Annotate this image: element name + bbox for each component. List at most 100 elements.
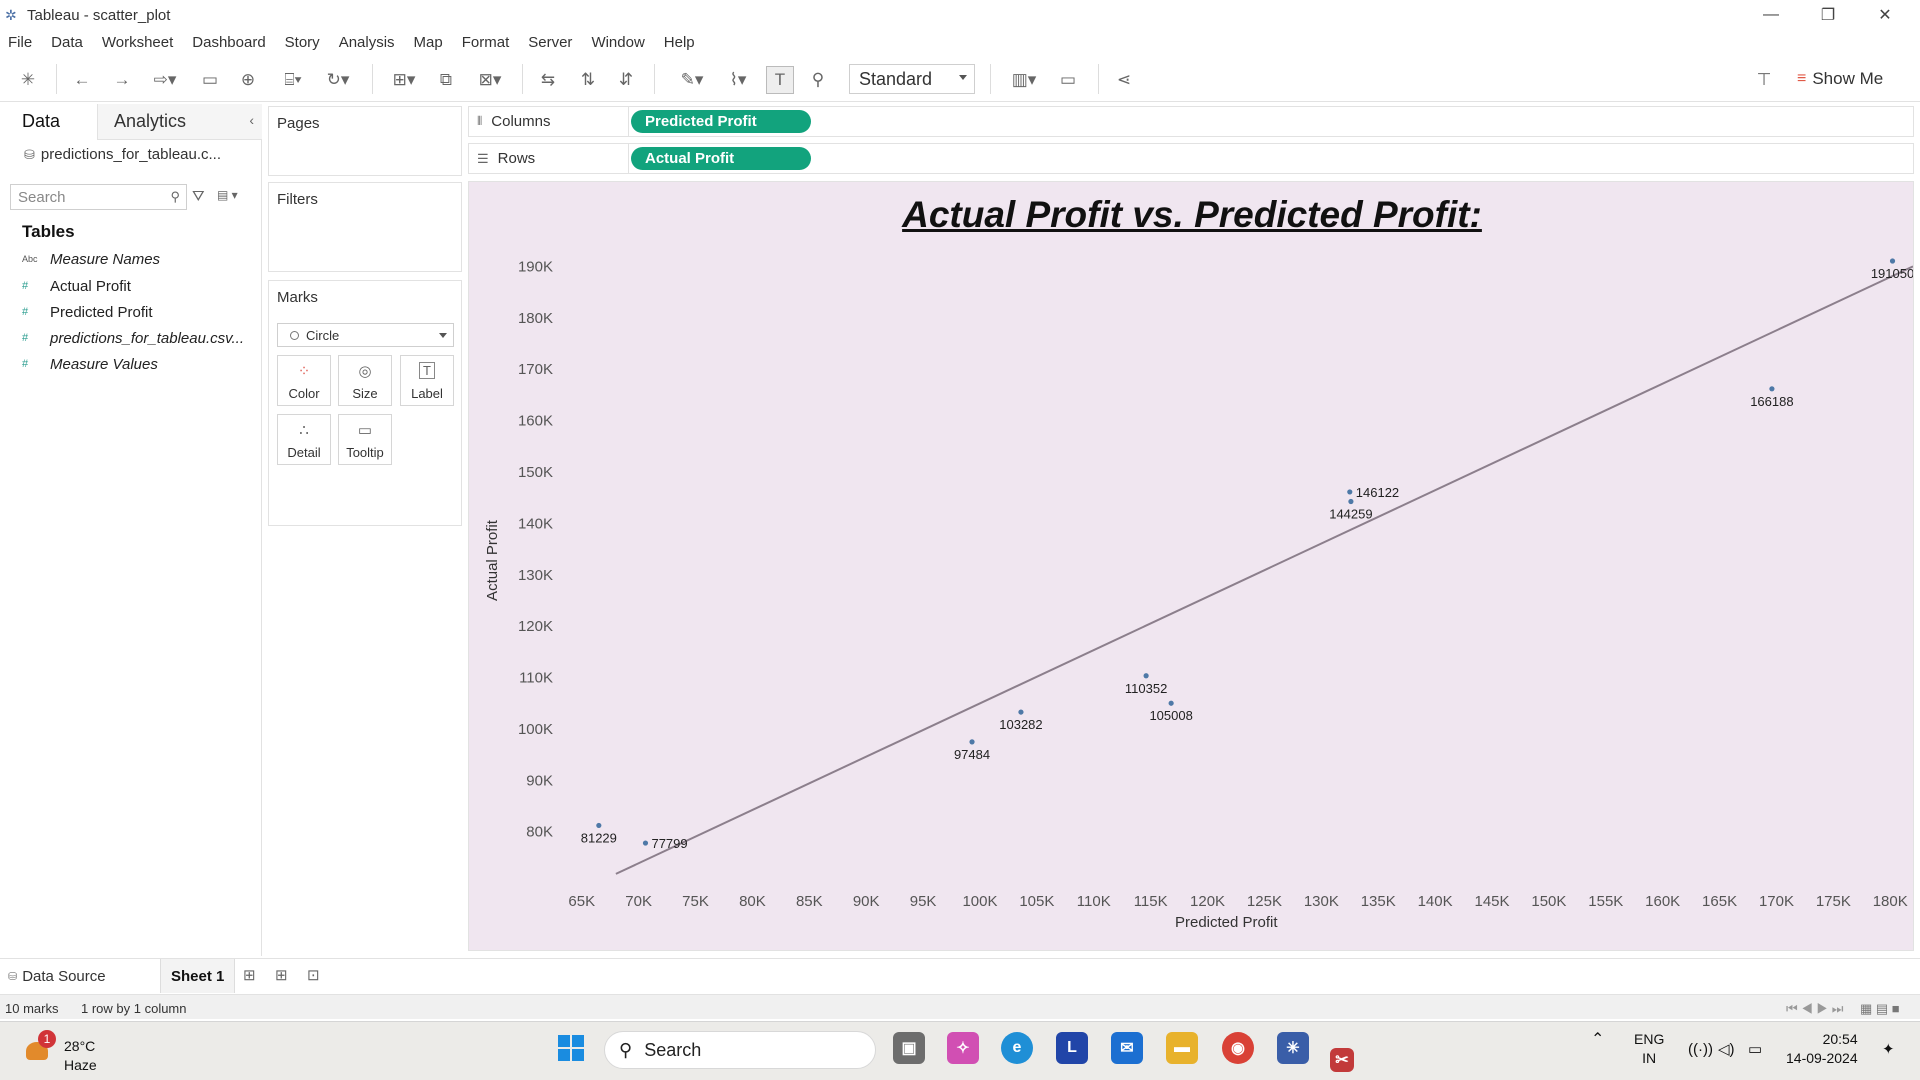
size-button[interactable]: ◎ Size [338, 355, 392, 406]
field-count[interactable]: # predictions_for_tableau.csv... [22, 327, 244, 349]
menu-worksheet[interactable]: Worksheet [101, 33, 174, 51]
predicted-profit-pill[interactable]: Predicted Profit [631, 110, 811, 133]
new-story-tab-icon[interactable]: ⊡ [307, 967, 320, 984]
volume-icon[interactable]: ◁) [1718, 1041, 1735, 1058]
restore-button[interactable]: ❐ [1820, 7, 1836, 24]
menu-help[interactable]: Help [663, 33, 695, 51]
tooltip-button[interactable]: ▭ Tooltip [338, 414, 392, 465]
field-actual-profit[interactable]: # Actual Profit [22, 275, 131, 297]
clear-sheet-icon[interactable]: ⊠▾ [478, 70, 502, 89]
data-point[interactable] [1018, 709, 1024, 715]
duplicate-sheet-icon[interactable]: ⧉ [439, 70, 453, 89]
chrome-icon[interactable]: ◉ [1222, 1032, 1254, 1064]
fit-mode-select[interactable]: Standard [849, 64, 975, 94]
sheet-1-tab[interactable]: Sheet 1 [160, 959, 236, 993]
notification-icon[interactable]: ✦ [1882, 1041, 1895, 1058]
snipping-tool-icon[interactable]: ✂ [1330, 1048, 1354, 1072]
file-explorer-icon[interactable]: ▬ [1166, 1032, 1198, 1064]
field-predicted-profit[interactable]: # Predicted Profit [22, 301, 153, 323]
taskbar-search[interactable]: ⚲ Search [604, 1031, 876, 1069]
columns-shelf[interactable]: ⦀ Columns Predicted Profit [468, 106, 1914, 137]
share-icon[interactable]: ⋖ [1116, 70, 1132, 89]
presentation-mode-icon[interactable]: ▭ [1059, 70, 1077, 89]
group-members-icon[interactable]: ⌇▾ [729, 70, 747, 89]
data-point[interactable] [1348, 498, 1354, 505]
sort-ascending-icon[interactable]: ⇅ [580, 70, 596, 89]
mark-type-select[interactable]: Circle [277, 323, 454, 347]
fix-axes-icon[interactable]: ⚲ [811, 70, 825, 89]
data-source-tab[interactable]: ⛁ Data Source [8, 959, 106, 993]
undo-icon[interactable]: ← [73, 70, 91, 89]
rows-shelf[interactable]: ☰ Rows Actual Profit [468, 143, 1914, 174]
close-button[interactable]: ✕ [1878, 7, 1892, 24]
menu-server[interactable]: Server [528, 33, 573, 51]
weather-widget[interactable]: 1 28°C Haze [20, 1030, 110, 1074]
actual-profit-pill[interactable]: Actual Profit [631, 147, 811, 170]
menu-story[interactable]: Story [284, 33, 320, 51]
task-view-icon[interactable]: ▣ [893, 1032, 925, 1064]
menu-data[interactable]: Data [51, 33, 83, 51]
view-options-icon[interactable]: ▤ ▾ [217, 188, 238, 202]
menu-file[interactable]: File [8, 33, 33, 51]
menu-analysis[interactable]: Analysis [338, 33, 395, 51]
menu-map[interactable]: Map [413, 33, 443, 51]
data-point[interactable] [1889, 258, 1896, 264]
data-point[interactable] [1769, 386, 1775, 392]
filter-icon[interactable]: ⛛ [192, 188, 205, 205]
new-datasource-icon[interactable]: ⊕ [240, 70, 256, 89]
view-toggle-icon[interactable]: ▦ ▤ ■ [1860, 1001, 1900, 1016]
search-input[interactable]: Search ⚲ [10, 184, 187, 210]
detail-button[interactable]: ∴ Detail [277, 414, 331, 465]
show-mark-labels-icon[interactable]: T [766, 66, 794, 94]
l-app-icon[interactable]: L [1056, 1032, 1088, 1064]
menu-dashboard[interactable]: Dashboard [192, 33, 266, 51]
field-measure-names[interactable]: Abc Measure Names [22, 248, 160, 270]
edge-icon[interactable]: e [1001, 1032, 1033, 1064]
swap-rows-columns-icon[interactable]: ⇆ [540, 70, 556, 89]
pages-card[interactable]: Pages [268, 106, 462, 176]
wifi-icon[interactable]: ((·)) [1688, 1041, 1713, 1058]
collapse-pane-icon[interactable]: ‹ [249, 112, 254, 128]
tableau-home-icon[interactable]: ✳ [20, 70, 36, 89]
view-canvas[interactable]: Actual Profit vs. Predicted Profit: 65K 7… [468, 181, 1914, 951]
tab-analytics[interactable]: Analytics ‹ [97, 104, 262, 140]
data-point[interactable] [969, 739, 975, 745]
data-point[interactable] [642, 840, 649, 846]
datasource-item[interactable]: ⛁ predictions_for_tableau.c... [24, 146, 221, 163]
refresh-icon[interactable]: ↻▾ [326, 70, 350, 89]
replay-icon[interactable]: ⇨▾ [153, 70, 177, 89]
tableau-taskbar-icon[interactable]: ✳ [1277, 1032, 1309, 1064]
data-point[interactable] [1347, 489, 1353, 495]
show-hidden-icons-chevron-icon[interactable]: ⌃ [1591, 1031, 1605, 1048]
show-me-button[interactable]: ≡ Show Me [1797, 66, 1883, 92]
minimize-button[interactable]: — [1763, 6, 1779, 23]
sheet-nav-icon[interactable]: ⏮ ◀ ▶ ⏭ [1786, 1001, 1844, 1016]
pause-updates-icon[interactable]: ⌸▾ [284, 70, 302, 89]
filters-card[interactable]: Filters [268, 182, 462, 272]
mail-icon[interactable]: ✉ [1111, 1032, 1143, 1064]
field-measure-values[interactable]: # Measure Values [22, 353, 158, 375]
tab-data[interactable]: Data [0, 104, 97, 140]
data-point[interactable] [1143, 673, 1149, 679]
show-cards-icon[interactable]: ▥▾ [1011, 70, 1037, 89]
copilot-icon[interactable]: ✧ [947, 1032, 979, 1064]
new-worksheet-tab-icon[interactable]: ⊞ [243, 967, 256, 984]
battery-icon[interactable]: ▭ [1748, 1041, 1763, 1058]
scatter-plot[interactable]: 65K 70K 75K 80K 85K 90K 95K 100K 105K 110K 115K 120… [469, 182, 1913, 950]
new-dashboard-tab-icon[interactable]: ⊞ [275, 967, 288, 984]
data-point[interactable] [596, 822, 602, 829]
sort-descending-icon[interactable]: ⇵ [618, 70, 634, 89]
highlight-icon[interactable]: ✎▾ [680, 70, 704, 89]
clock[interactable]: 20:54 14-09-2024 [1786, 1030, 1858, 1068]
data-point[interactable] [1168, 700, 1174, 706]
redo-icon[interactable]: → [113, 70, 131, 89]
menu-window[interactable]: Window [591, 33, 645, 51]
format-painter-icon[interactable]: ⊤ [1756, 70, 1772, 89]
new-worksheet-icon[interactable]: ⊞▾ [392, 70, 416, 89]
language-indicator[interactable]: ENG IN [1634, 1030, 1664, 1068]
save-icon[interactable]: ▭ [201, 70, 219, 89]
label-button[interactable]: T Label [400, 355, 454, 406]
windows-start-icon[interactable] [555, 1032, 587, 1064]
menu-format[interactable]: Format [461, 33, 510, 51]
color-button[interactable]: ⁘ Color [277, 355, 331, 406]
